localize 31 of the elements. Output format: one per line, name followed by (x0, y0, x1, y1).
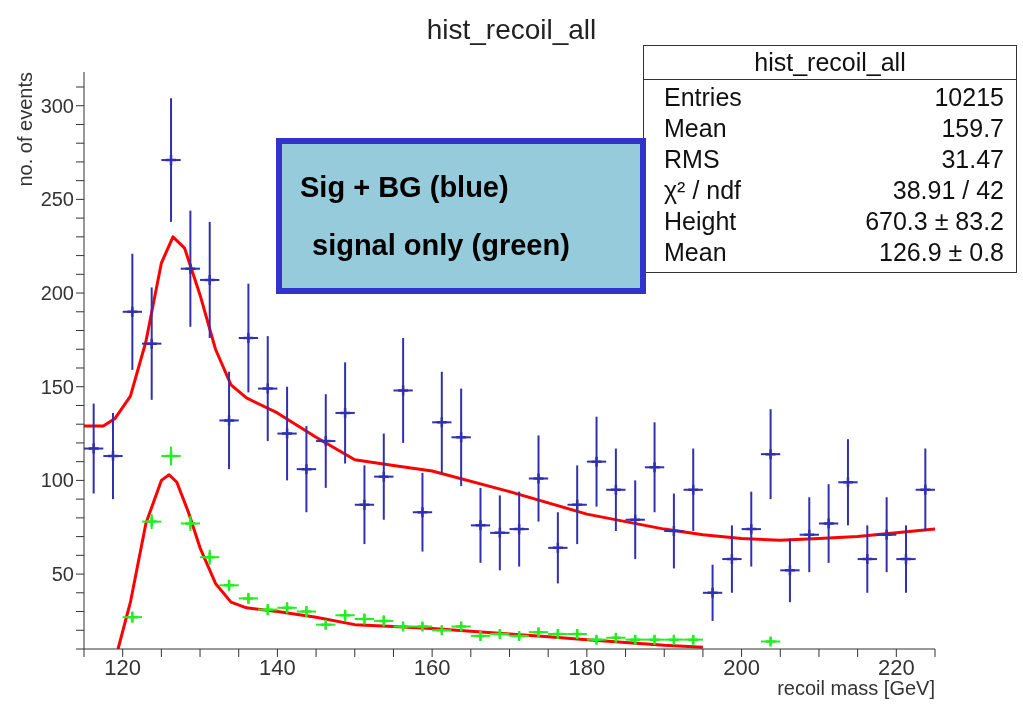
y-tick-label: 250 (40, 188, 74, 211)
y-tick-label: 300 (40, 94, 74, 117)
y-tick-label: 100 (40, 469, 74, 492)
annotation: Mean (664, 237, 727, 268)
text: 159.7 (941, 113, 1004, 144)
x-axis-title: recoil mass [GeV] (777, 677, 935, 699)
annotation: χ² / ndf (664, 175, 742, 206)
x-tick-label: 220 (877, 654, 915, 680)
x-tick-label: 180 (568, 654, 606, 680)
text: 31.47 (941, 144, 1004, 175)
y-tick-label: 50 (51, 563, 74, 586)
annotation: Entries (664, 82, 742, 113)
x-tick-label: 120 (104, 654, 142, 680)
y-axis-title: no. of events (14, 72, 36, 187)
y-tick-label: 150 (40, 375, 74, 398)
annotation: Height (664, 206, 737, 237)
x-tick-label: 140 (259, 654, 296, 680)
annotation: 38.91 / 42 (892, 175, 1004, 206)
y-tick-label: 200 (40, 282, 74, 305)
annotation: hist_recoil_all (644, 46, 1016, 80)
annotation: Mean (664, 113, 727, 144)
annotation: 10215 (934, 82, 1004, 113)
annotation: RMS (664, 144, 720, 175)
x-tick-label: 200 (723, 654, 760, 680)
x-tick-label: 160 (413, 654, 451, 680)
annotation: signal only (green) (311, 228, 571, 263)
note-box: Sig + BG (blue) signal only (green) (276, 138, 646, 294)
annotation: 670.3 ± 83.2 (865, 206, 1004, 237)
annotation: 126.9 ± 0.8 (879, 237, 1004, 268)
chart-title: hist_recoil_all (425, 14, 598, 46)
annotation: Sig + BG (blue) (300, 170, 510, 205)
